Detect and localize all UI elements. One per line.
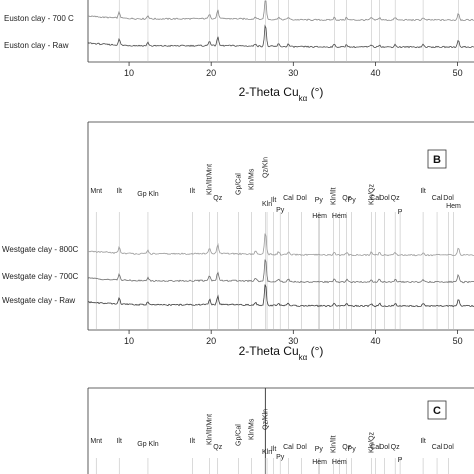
panel-b-series-westgate-700c — [87, 259, 474, 284]
panel-c-peak-label: Kln/Ilt — [331, 435, 338, 453]
panel-b-series-label: Westgate clay - Raw — [2, 296, 75, 305]
panel-b-peak-label: Qz/Kln — [262, 157, 269, 178]
panel-b-x-axis-title: 2-Theta Cukα (°) — [239, 344, 324, 362]
panel-b-peak-label: Py — [276, 207, 285, 214]
panel-c-peak-label: P — [398, 457, 403, 464]
panel-b-series-label: Westgate clay - 700C — [2, 272, 79, 281]
panel-c-peak-label: Hem — [312, 459, 327, 466]
panel-a-series-euston-raw — [87, 24, 474, 49]
panel-c-peak-label: Ilt — [190, 438, 196, 445]
panel-b-series-westgate-raw — [87, 284, 474, 308]
panel-c-peak-label: Gp Kln — [137, 441, 159, 448]
panel-b-peak-label: Py — [315, 197, 324, 204]
panel-b-peak-label: Ilt — [420, 188, 426, 195]
panel-a-series-label: Euston clay - 700 C — [4, 14, 74, 23]
panel-b-letter-box — [427, 149, 447, 169]
panel-b-peak-label: Kln — [262, 201, 272, 208]
panel-b-peak-label: Kln/Ilt/Mnt — [207, 164, 214, 195]
panel-b-peak-label: Kln/Ms — [248, 168, 255, 190]
panel-c-peak-label: Py — [276, 454, 285, 461]
panel-b-peak-label: Qz — [391, 195, 400, 202]
panel-c-peak-label: Qz — [342, 444, 351, 451]
panel-b-peak-label: Qz — [213, 195, 222, 202]
panel-b-peak-label: Dol — [443, 195, 454, 202]
panel-c-peak-label: Gp/Cal — [235, 424, 242, 446]
panel-c-peak-label: Dol — [443, 444, 454, 451]
panel-a-x-axis-title: 2-Theta Cukα (°) — [239, 85, 324, 103]
panel-a-x-tick-label: 20 — [206, 68, 216, 78]
panel-c-peak-label: Py — [315, 446, 324, 453]
panel-b-x-tick-label: 10 — [124, 336, 134, 346]
panel-b-peak-label: Gp Kln — [137, 191, 159, 198]
panel-b-letter: B — [433, 154, 441, 166]
panel-a-x-tick-label: 30 — [288, 68, 298, 78]
panel-b-peak-label: Hem — [332, 213, 347, 220]
panel-b-peak-label: Dol — [379, 195, 390, 202]
panel-c-peak-label: Qz — [391, 444, 400, 451]
panel-c-peak-label: Dol — [296, 444, 307, 451]
panel-c-peak-label: Qz — [213, 444, 222, 451]
panel-b-peak-label: Cal — [370, 195, 381, 202]
panel-c-peak-label: Kln — [262, 449, 272, 456]
panel-b-peak-label: Dol — [296, 195, 307, 202]
panel-c-peak-label: Ilt — [271, 446, 277, 453]
panel-b-series-label: Westgate clay - 800C — [2, 245, 79, 254]
panel-b-x-tick-label: 40 — [370, 336, 380, 346]
panel-b-x-tick-label: 30 — [288, 336, 298, 346]
panel-c-peak-label: Cal — [283, 444, 294, 451]
panel-c-peak-label: Kln/Ilt/Mnt — [207, 414, 214, 445]
panel-c-peak-label: Ilt — [420, 438, 426, 445]
panel-b-peak-label: Cal — [432, 195, 443, 202]
panel-b-peak-label: Ilt — [116, 188, 122, 195]
panel-a-x-tick-label: 40 — [370, 68, 380, 78]
panel-b-peak-label: Cal — [283, 195, 294, 202]
panel-b-peak-label: Hem — [446, 203, 461, 210]
panel-a-series-euston-700c — [87, 0, 474, 22]
panel-c-letter: C — [433, 405, 441, 417]
panel-b-x-tick-label: 50 — [453, 336, 463, 346]
panel-b-peak-label: Py — [348, 197, 357, 204]
panel-b-peak-label: P — [398, 209, 403, 216]
panel-b-peak-label: Kln/Qz — [368, 183, 375, 205]
panel-c-letter-box — [427, 400, 447, 420]
panel-b-peak-label: Mnt — [90, 188, 102, 195]
panel-c-peak-label: Mnt — [90, 438, 102, 445]
panel-a-x-tick-label: 50 — [453, 68, 463, 78]
panel-c-peak-label: Hem — [332, 459, 347, 466]
panel-b-peak-label: Kln/Ilt — [331, 187, 338, 205]
panel-c-peak-label: Py — [348, 446, 357, 453]
panel-b-series-westgate-800c — [88, 233, 474, 257]
panel-c-peak-label: Kln/Qz — [368, 431, 375, 453]
panel-b-peak-label: Hem — [312, 213, 327, 220]
panel-b-peak-label: Qz — [342, 195, 351, 202]
panel-b-x-tick-label: 20 — [206, 336, 216, 346]
panel-a-series-label: Euston clay - Raw — [4, 41, 69, 50]
panel-c-peak-label: Kln/Ms — [248, 418, 255, 440]
panel-b-peak-label: Ilt — [190, 188, 196, 195]
panel-b-peak-label: Gp/Cal — [235, 173, 242, 195]
panel-c-peak-label: Cal — [370, 444, 381, 451]
panel-b-peak-label: Ilt — [271, 197, 277, 204]
panel-c-peak-label: Ilt — [116, 438, 122, 445]
panel-c-peak-label: Dol — [379, 444, 390, 451]
panel-a-x-tick-label: 10 — [124, 68, 134, 78]
panel-c-peak-label: Qz/Kln — [262, 409, 269, 430]
panel-a: Euston clay - 700 C Euston clay - Raw 10 20… — [4, 0, 474, 103]
panel-c-peak-label: Cal — [432, 444, 443, 451]
